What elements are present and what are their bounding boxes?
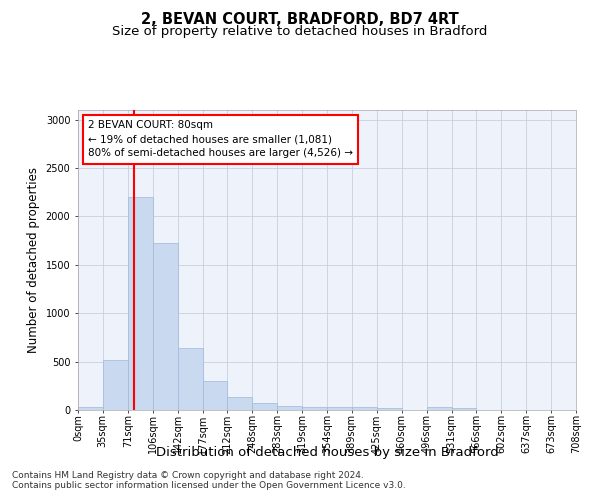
Text: Distribution of detached houses by size in Bradford: Distribution of detached houses by size … — [155, 446, 499, 459]
Bar — [327, 406, 352, 410]
Bar — [128, 197, 152, 410]
Bar — [452, 408, 476, 410]
Y-axis label: Number of detached properties: Number of detached properties — [27, 167, 40, 353]
Text: 2, BEVAN COURT, BRADFORD, BD7 4RT: 2, BEVAN COURT, BRADFORD, BD7 4RT — [141, 12, 459, 28]
Bar — [103, 360, 128, 410]
Text: Contains public sector information licensed under the Open Government Licence v3: Contains public sector information licen… — [12, 481, 406, 490]
Bar — [277, 406, 302, 410]
Bar — [427, 407, 452, 410]
Text: Contains HM Land Registry data © Crown copyright and database right 2024.: Contains HM Land Registry data © Crown c… — [12, 471, 364, 480]
Bar — [78, 407, 103, 410]
Bar — [377, 408, 401, 410]
Bar — [152, 242, 178, 410]
Bar — [227, 398, 253, 410]
Bar — [352, 406, 377, 410]
Bar — [178, 348, 203, 410]
Text: 2 BEVAN COURT: 80sqm
← 19% of detached houses are smaller (1,081)
80% of semi-de: 2 BEVAN COURT: 80sqm ← 19% of detached h… — [88, 120, 353, 158]
Bar — [203, 381, 227, 410]
Text: Size of property relative to detached houses in Bradford: Size of property relative to detached ho… — [112, 25, 488, 38]
Bar — [253, 402, 277, 410]
Bar — [302, 406, 327, 410]
